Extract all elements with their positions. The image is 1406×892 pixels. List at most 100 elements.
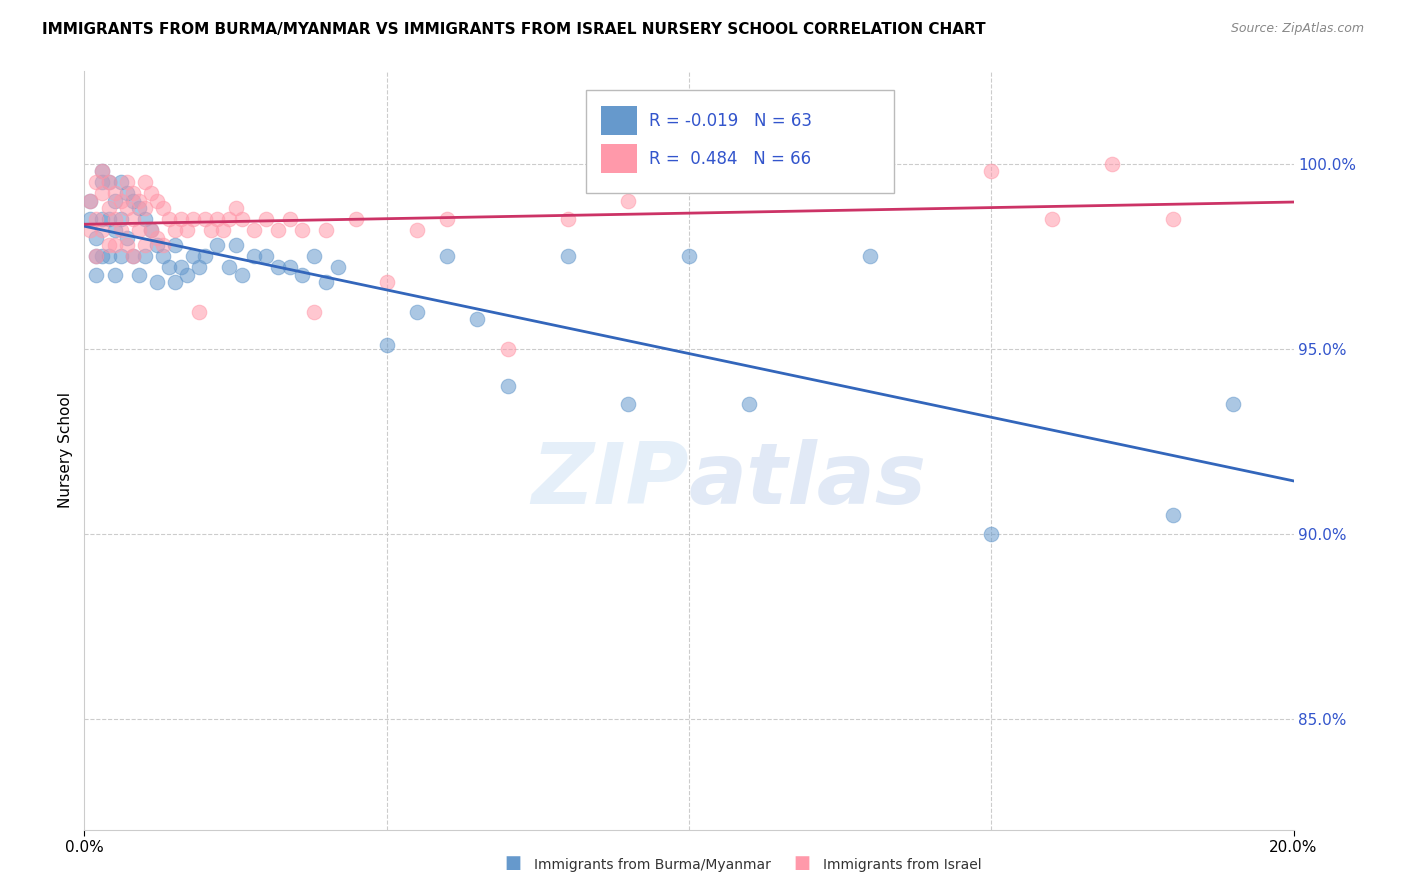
- Point: [436, 249, 458, 263]
- Text: Source: ZipAtlas.com: Source: ZipAtlas.com: [1230, 22, 1364, 36]
- Point: [254, 212, 277, 227]
- Point: [79, 194, 101, 208]
- Point: [302, 249, 325, 263]
- Point: [110, 249, 132, 263]
- Text: ■: ■: [793, 855, 810, 872]
- Text: ZIP: ZIP: [531, 439, 689, 523]
- Point: [104, 268, 127, 282]
- Point: [188, 305, 211, 319]
- Point: [97, 175, 120, 189]
- Point: [152, 201, 174, 215]
- Point: [496, 378, 519, 392]
- Point: [267, 223, 290, 237]
- Point: [86, 249, 108, 263]
- Point: [110, 175, 132, 189]
- Point: [115, 175, 138, 189]
- Point: [406, 305, 429, 319]
- Point: [115, 231, 138, 245]
- Point: [267, 260, 290, 275]
- Point: [980, 526, 1002, 541]
- Point: [278, 212, 301, 227]
- Point: [218, 260, 240, 275]
- FancyBboxPatch shape: [600, 145, 637, 173]
- Point: [980, 164, 1002, 178]
- Point: [254, 249, 277, 263]
- Y-axis label: Nursery School: Nursery School: [58, 392, 73, 508]
- Point: [79, 223, 101, 237]
- Point: [91, 164, 114, 178]
- Point: [188, 260, 211, 275]
- FancyBboxPatch shape: [600, 106, 637, 135]
- Point: [91, 249, 114, 263]
- Point: [128, 268, 150, 282]
- Point: [104, 223, 127, 237]
- Point: [181, 249, 204, 263]
- Point: [104, 212, 127, 227]
- Point: [242, 223, 264, 237]
- Point: [86, 231, 108, 245]
- Point: [79, 212, 101, 227]
- Point: [207, 238, 229, 252]
- Point: [375, 338, 398, 352]
- Point: [97, 212, 120, 227]
- Text: R = -0.019   N = 63: R = -0.019 N = 63: [650, 112, 813, 129]
- Point: [91, 212, 114, 227]
- Text: R =  0.484   N = 66: R = 0.484 N = 66: [650, 150, 811, 168]
- Point: [128, 223, 150, 237]
- Point: [315, 223, 337, 237]
- Point: [678, 249, 700, 263]
- Point: [146, 275, 169, 289]
- Point: [278, 260, 301, 275]
- Point: [1161, 212, 1184, 227]
- Point: [165, 275, 187, 289]
- Point: [97, 175, 120, 189]
- Point: [157, 212, 180, 227]
- Point: [146, 231, 169, 245]
- Point: [859, 249, 882, 263]
- Point: [110, 212, 132, 227]
- Point: [194, 212, 217, 227]
- Point: [165, 223, 187, 237]
- Point: [86, 249, 108, 263]
- Point: [121, 212, 143, 227]
- Point: [152, 238, 174, 252]
- Point: [170, 260, 193, 275]
- Point: [134, 175, 156, 189]
- Point: [104, 186, 127, 201]
- Text: Immigrants from Burma/Myanmar: Immigrants from Burma/Myanmar: [534, 858, 770, 872]
- Point: [212, 223, 235, 237]
- Point: [678, 157, 700, 171]
- Point: [79, 194, 101, 208]
- Point: [134, 249, 156, 263]
- Point: [291, 223, 314, 237]
- Point: [1222, 397, 1244, 411]
- Point: [1161, 508, 1184, 523]
- Point: [91, 164, 114, 178]
- Point: [165, 238, 187, 252]
- Point: [291, 268, 314, 282]
- Point: [1101, 157, 1123, 171]
- Point: [97, 249, 120, 263]
- Text: ■: ■: [505, 855, 522, 872]
- Point: [194, 249, 217, 263]
- Point: [436, 212, 458, 227]
- Point: [139, 223, 162, 237]
- Point: [181, 212, 204, 227]
- Point: [86, 212, 108, 227]
- Point: [128, 201, 150, 215]
- Point: [315, 275, 337, 289]
- Point: [225, 238, 247, 252]
- Point: [738, 397, 761, 411]
- Point: [110, 194, 132, 208]
- Point: [115, 186, 138, 201]
- Point: [110, 223, 132, 237]
- Point: [139, 223, 162, 237]
- Point: [91, 175, 114, 189]
- Point: [121, 186, 143, 201]
- Point: [152, 249, 174, 263]
- Point: [104, 194, 127, 208]
- Point: [375, 275, 398, 289]
- Point: [225, 201, 247, 215]
- Point: [207, 212, 229, 227]
- Text: Immigrants from Israel: Immigrants from Israel: [823, 858, 981, 872]
